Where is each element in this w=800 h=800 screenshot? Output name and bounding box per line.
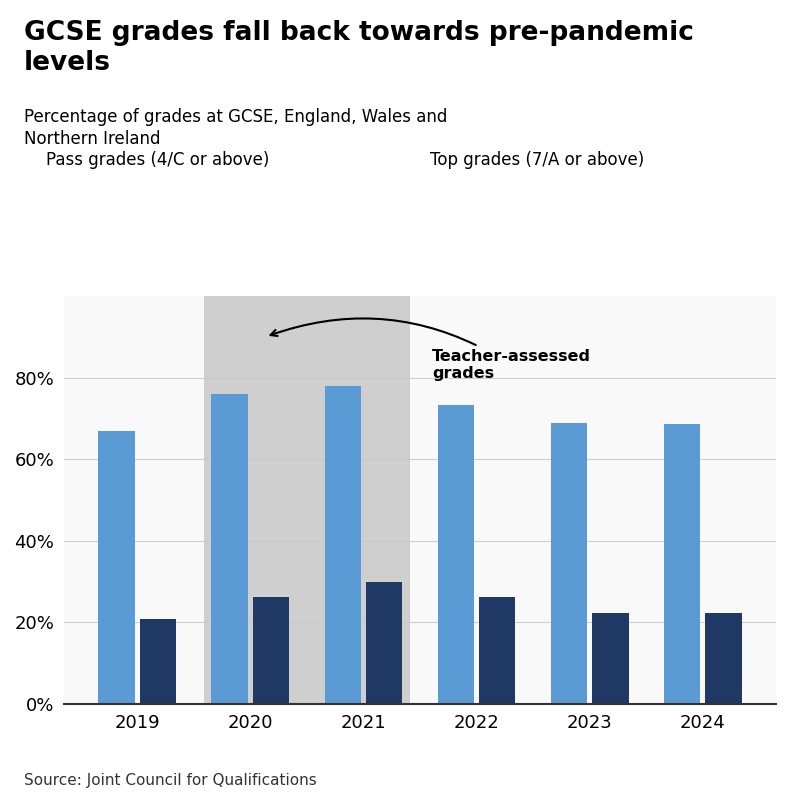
Text: Teacher-assessed
grades: Teacher-assessed grades [270,318,591,382]
Bar [706,613,742,704]
Text: B: B [678,768,693,786]
Text: C: C [716,768,729,786]
Bar [592,613,629,704]
Bar [325,386,361,704]
Bar [550,423,586,704]
Bar [479,597,515,704]
Text: B: B [642,768,656,786]
Bar [203,296,410,704]
Text: Top grades (7/A or above): Top grades (7/A or above) [430,151,644,169]
Bar [438,406,474,704]
Text: Percentage of grades at GCSE, England, Wales and
Northern Ireland: Percentage of grades at GCSE, England, W… [24,108,447,148]
Bar [98,431,134,704]
Bar [254,597,290,704]
Text: GCSE grades fall back towards pre-pandemic
levels: GCSE grades fall back towards pre-pandem… [24,20,694,76]
Bar [663,424,700,704]
Bar [140,619,177,704]
Text: Pass grades (4/C or above): Pass grades (4/C or above) [46,151,270,169]
Text: Source: Joint Council for Qualifications: Source: Joint Council for Qualifications [24,773,317,787]
Bar [211,394,248,704]
Bar [366,582,402,704]
